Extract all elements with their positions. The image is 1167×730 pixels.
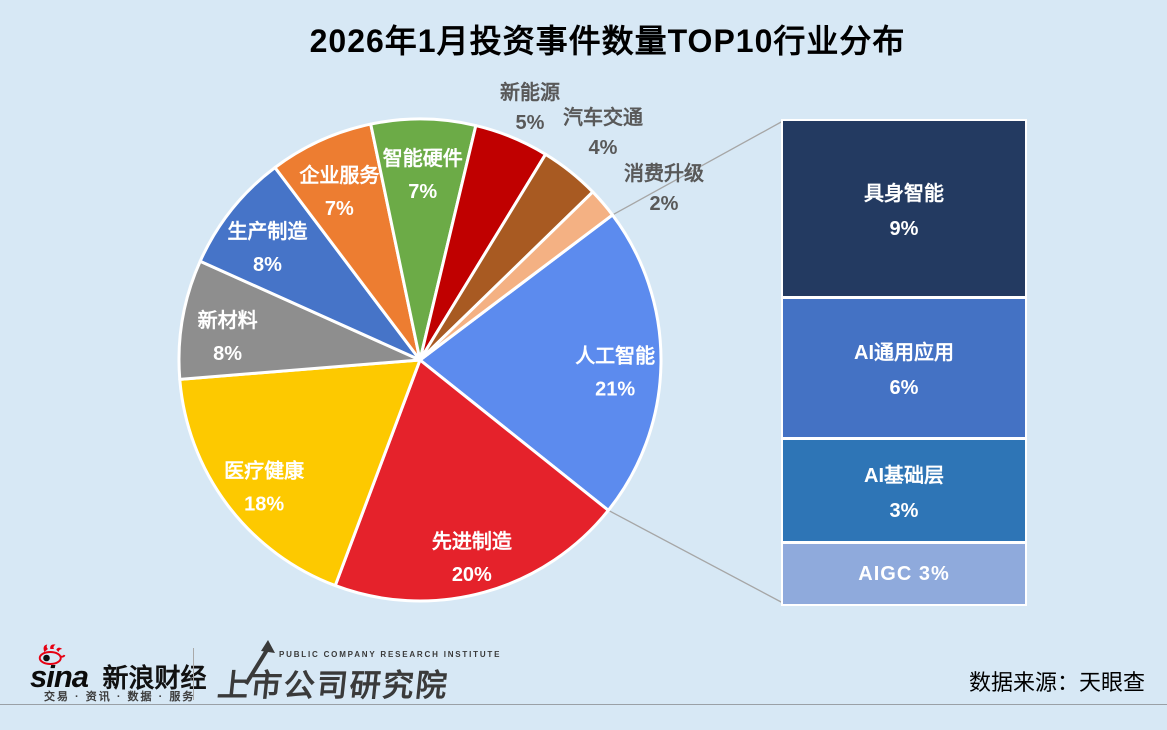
footer-divider xyxy=(193,648,194,700)
sina-brand-name: 新浪财经 xyxy=(102,663,207,693)
breakdown-block-1: AI通用应用 6% xyxy=(783,299,1025,437)
connector-line-bottom xyxy=(608,509,784,604)
pie-slice-1 xyxy=(333,358,610,603)
pie-slice-value: 7% xyxy=(408,181,437,203)
sina-logo: sina 新浪财经 xyxy=(30,658,207,695)
pie-slice-4 xyxy=(198,166,422,362)
bottom-divider xyxy=(0,704,1167,705)
pie-slice-6 xyxy=(369,117,478,362)
pie-slice-5 xyxy=(273,122,422,362)
pie-slice-label: 新能源 xyxy=(500,80,560,104)
pie-slice-value: 8% xyxy=(213,343,242,365)
rising-arrow-icon xyxy=(244,640,275,686)
breakdown-panel: 具身智能 9% AI通用应用 6% AI基础层 3% AIGC 3% xyxy=(781,119,1027,606)
pie-slice-value: 20% xyxy=(452,564,492,586)
connector-line-top xyxy=(612,120,784,216)
breakdown-value: 9% xyxy=(889,217,919,240)
pie-slice-value: 21% xyxy=(595,379,635,401)
pie-slice-value: 8% xyxy=(253,254,282,276)
pie-slice-0 xyxy=(418,213,663,512)
pie-slice-value: 18% xyxy=(244,493,284,515)
sina-tagline: 交易 · 资讯 · 数据 · 服务 xyxy=(44,691,196,703)
sina-wordmark: sina xyxy=(30,659,89,694)
breakdown-value: 3% xyxy=(889,499,919,522)
data-source: 数据来源：天眼查 xyxy=(968,670,1145,695)
breakdown-label: AIGC 3% xyxy=(858,562,950,585)
institute-subtitle: PUBLIC COMPANY RESEARCH INSTITUTE xyxy=(279,650,502,659)
pie-slice-label: 医疗健康 xyxy=(224,458,305,482)
pie-slice-value: 5% xyxy=(516,112,545,134)
breakdown-block-0: 具身智能 9% xyxy=(783,121,1025,296)
pie-slice-label: 生产制造 xyxy=(227,219,308,243)
pie-slice-2 xyxy=(178,358,422,588)
pie-slice-label: 消费升级 xyxy=(624,161,704,185)
pie-slice-label: 新材料 xyxy=(198,308,258,332)
pie-slice-9 xyxy=(418,190,614,362)
pie-slice-value: 4% xyxy=(589,137,618,159)
pie-slice-3 xyxy=(177,259,422,381)
pie-slice-label: 企业服务 xyxy=(298,163,380,187)
pie-slice-label: 人工智能 xyxy=(575,344,655,368)
pie-slice-label: 先进制造 xyxy=(432,529,513,553)
breakdown-label: 具身智能 xyxy=(864,182,944,205)
pie-slice-label: 智能硬件 xyxy=(383,146,463,170)
sina-eye-icon xyxy=(38,644,66,665)
pie-slice-value: 7% xyxy=(325,198,354,220)
breakdown-label: AI通用应用 xyxy=(854,342,954,364)
institute-logo: 上市公司研究院 xyxy=(215,668,451,703)
footer: sina 新浪财经 交易 · 资讯 · 数据 · 服务 PUBLIC COMPA… xyxy=(0,638,1167,704)
pie-slice-label: 汽车交通 xyxy=(563,105,643,129)
breakdown-block-3: AIGC 3% xyxy=(783,544,1025,604)
page-title: 2026年1月投资事件数量TOP10行业分布 xyxy=(309,23,906,59)
breakdown-label: AI基础层 xyxy=(864,464,944,487)
pie-slice-value: 2% xyxy=(650,193,679,215)
breakdown-block-2: AI基础层 3% xyxy=(783,440,1025,541)
breakdown-value: 6% xyxy=(889,377,919,399)
